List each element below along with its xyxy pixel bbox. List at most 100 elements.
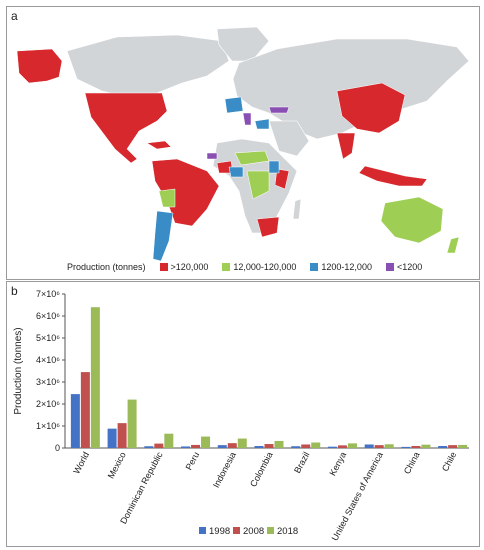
map-australia: [380, 196, 444, 244]
bar: [117, 423, 127, 448]
map-west-africa: [228, 166, 244, 178]
world-map-panel: a: [6, 6, 480, 280]
map-legend-item: <1200: [385, 262, 423, 272]
y-tick-label: 7×10⁶: [36, 289, 60, 299]
map-middle-east: [268, 120, 310, 157]
bar: [327, 446, 337, 448]
map-east-africa: [274, 168, 290, 190]
legend-swatch: [267, 527, 274, 534]
bar: [291, 446, 301, 448]
x-tick-label: Kenya: [327, 450, 348, 477]
map-alaska: [16, 48, 63, 84]
world-map: [16, 26, 470, 262]
map-canada: [66, 34, 230, 98]
y-tick-label: 0: [55, 443, 60, 453]
x-tick-label: World: [71, 450, 91, 475]
map-legend-item: >120,000: [159, 262, 209, 272]
bar: [411, 446, 421, 448]
y-axis-label: Production (tonnes): [13, 327, 24, 414]
map-central-africa: [246, 170, 270, 200]
bar: [347, 443, 357, 448]
x-tick-label: Indonesia: [211, 450, 238, 489]
x-tick-label: Colombia: [248, 450, 275, 488]
bar: [301, 444, 311, 448]
map-legend-label: 1200-12,000: [321, 262, 372, 272]
legend-swatch: [222, 263, 231, 271]
map-legend: Production (tonnes) >120,000 12,000-120,…: [67, 262, 422, 272]
legend-swatch: [233, 527, 240, 534]
bar: [311, 442, 321, 448]
legend-label: 2018: [277, 526, 298, 537]
bar: [274, 440, 284, 448]
bar: [374, 445, 384, 448]
bar: [384, 444, 394, 448]
bar: [201, 436, 211, 448]
y-tick-label: 3×10⁶: [36, 377, 60, 387]
y-tick-label: 5×10⁶: [36, 333, 60, 343]
map-legend-title: Production (tonnes): [67, 262, 146, 272]
bar: [458, 444, 468, 448]
bar: [254, 446, 264, 448]
x-tick-label: Chile: [440, 450, 458, 473]
map-caribbean: [146, 140, 172, 150]
x-tick-label: Brazil: [292, 450, 311, 475]
bar: [364, 444, 374, 448]
bar: [337, 445, 347, 448]
y-tick-label: 6×10⁶: [36, 311, 60, 321]
legend-swatch: [199, 527, 206, 534]
bar: [401, 446, 411, 448]
map-madagascar: [292, 198, 302, 220]
map-bolivia: [158, 188, 176, 208]
x-tick-label: Peru: [184, 450, 202, 471]
legend-swatch: [159, 263, 168, 271]
bar: [191, 444, 201, 448]
bar: [448, 445, 458, 448]
legend-label: 1998: [209, 526, 230, 537]
map-argentina: [152, 210, 174, 262]
bar-chart-panel: b 0 1×10⁶ 2×10⁶ 3×10⁶ 4×10⁶ 5×10⁶ 6×10⁶ 7×10⁶ Pr…: [6, 281, 480, 547]
map-spain: [224, 96, 244, 114]
bar: [264, 444, 274, 448]
map-legend-label: >120,000: [170, 262, 209, 272]
production-bar-chart: 0 1×10⁶ 2×10⁶ 3×10⁶ 4×10⁶ 5×10⁶ 6×10⁶ 7×10⁶ Prod…: [13, 289, 469, 542]
bar: [70, 394, 80, 448]
map-legend-label: 12,000-120,000: [233, 262, 297, 272]
map-legend-item: 12,000-120,000: [222, 262, 296, 272]
bar: [90, 307, 100, 448]
y-tick-label: 1×10⁶: [36, 421, 60, 431]
bar: [154, 443, 164, 448]
legend-swatch: [310, 263, 319, 271]
legend-swatch: [385, 263, 394, 271]
map-legend-item: 1200-12,000: [310, 262, 372, 272]
map-india: [336, 132, 356, 160]
bar: [438, 446, 448, 448]
bar: [421, 444, 431, 448]
map-indonesia: [358, 165, 428, 187]
map-legend-label: <1200: [396, 262, 423, 272]
panel-b-label: b: [11, 284, 18, 298]
bar: [80, 372, 90, 448]
map-north-africa: [254, 118, 270, 130]
map-china: [336, 82, 406, 134]
x-tick-label: Mexico: [106, 450, 128, 480]
map-new-zealand: [446, 236, 460, 254]
bar: [144, 446, 154, 448]
legend-label: 2008: [243, 526, 264, 537]
bar: [164, 433, 174, 448]
map-east-africa-blue: [268, 160, 280, 174]
bar: [127, 399, 137, 448]
y-tick-label: 2×10⁶: [36, 399, 60, 409]
bar: [181, 446, 191, 448]
y-tick-label: 4×10⁶: [36, 355, 60, 365]
map-usa-mexico-central-america: [84, 92, 168, 164]
map-south-africa: [256, 216, 280, 238]
x-tick-label: Dominican Republic: [118, 450, 165, 526]
bar: [237, 438, 247, 448]
map-andes-north: [206, 152, 218, 160]
map-production-regions: [16, 48, 460, 262]
bar: [107, 428, 117, 448]
map-levant: [268, 106, 290, 114]
map-eastern-med: [242, 112, 252, 126]
x-tick-label: China: [402, 450, 422, 475]
bar: [217, 445, 227, 448]
